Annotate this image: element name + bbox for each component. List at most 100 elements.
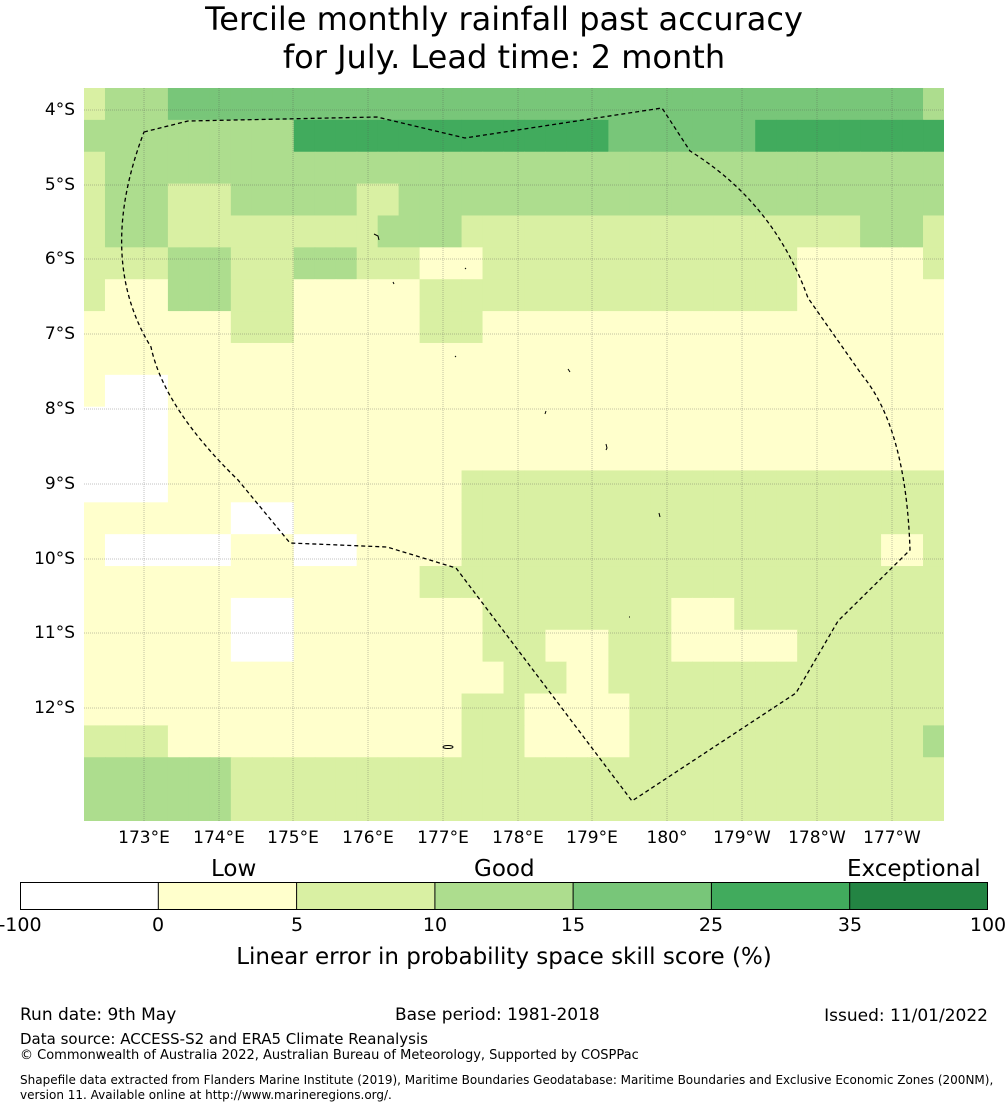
map-cell (398, 661, 421, 695)
map-cell (587, 374, 609, 408)
map-cell (167, 757, 190, 790)
map-cell (125, 183, 148, 217)
map-cell (251, 566, 274, 599)
map-cell (776, 470, 798, 503)
map-cell (692, 247, 714, 280)
map-cell (671, 374, 693, 408)
lat-label: 12°S (34, 698, 75, 718)
map-cell (650, 88, 672, 121)
map-cell (188, 470, 211, 503)
colorbar-segment (849, 882, 988, 910)
map-cell (797, 470, 819, 503)
map-cell (335, 502, 358, 535)
map-cell (713, 725, 735, 758)
map-cell (566, 438, 589, 472)
map-cell (335, 693, 358, 726)
map-cell (377, 566, 400, 599)
map-cell (84, 119, 106, 153)
map-cell (860, 215, 882, 248)
map-cell (587, 597, 609, 631)
map-cell (356, 247, 379, 280)
map-cell (272, 693, 295, 726)
map-cell (734, 342, 756, 376)
map-cell (671, 88, 693, 121)
colorbar-tick: -100 (0, 914, 42, 936)
map-cell (923, 342, 944, 376)
map-cell (545, 342, 568, 376)
map-cell (902, 406, 924, 440)
map-cell (503, 406, 526, 440)
map-cell (755, 629, 777, 663)
map-cell (461, 406, 484, 440)
map-cell (398, 566, 421, 599)
map-cell (440, 151, 463, 185)
map-cell (461, 374, 484, 408)
map-cell (209, 661, 232, 695)
map-cell (524, 757, 547, 790)
map-cell (356, 693, 379, 726)
map-cell (587, 119, 609, 153)
map-cell (860, 247, 882, 280)
map-cell (167, 566, 190, 599)
map-cell (902, 88, 924, 121)
map-cell (713, 789, 735, 821)
map-cell (335, 374, 358, 408)
map-cell (692, 566, 714, 599)
map-cell (84, 502, 106, 535)
map-cell (923, 534, 944, 567)
map-cell (566, 534, 589, 567)
map-cell (377, 725, 400, 758)
map-cell (125, 597, 148, 631)
map-cell (146, 374, 169, 408)
map-cell (734, 406, 756, 440)
map-cell (84, 629, 106, 663)
map-cell (818, 342, 840, 376)
map-cell (734, 151, 756, 185)
map-cell (629, 247, 651, 280)
map-cell (146, 215, 169, 248)
map-cell (230, 183, 253, 217)
map-cell (335, 342, 358, 376)
map-cell (146, 757, 169, 790)
map-cell (629, 789, 651, 821)
map-cell (209, 406, 232, 440)
map-cell (314, 88, 337, 121)
map-cell (188, 88, 211, 121)
map-cell (881, 374, 903, 408)
map-cell (482, 311, 505, 344)
map-cell (524, 534, 547, 567)
map-cell (293, 311, 316, 344)
map-cell (482, 119, 505, 153)
map-cell (188, 757, 211, 790)
map-cell (377, 215, 400, 248)
lat-label: 11°S (34, 623, 75, 643)
grid-cells (84, 88, 944, 821)
map-cell (566, 597, 589, 631)
map-cell (398, 406, 421, 440)
map-cell (587, 247, 609, 280)
map-cell (713, 119, 735, 153)
map-cell (776, 215, 798, 248)
map-cell (251, 789, 274, 821)
map-cell (839, 725, 861, 758)
lon-label: 179°E (566, 828, 618, 848)
map-cell (545, 629, 568, 663)
map-cell (146, 725, 169, 758)
map-cell (146, 342, 169, 376)
map-cell (566, 661, 589, 695)
map-cell (125, 215, 148, 248)
map-cell (755, 566, 777, 599)
chart-title-line-1: Tercile monthly rainfall past accuracy (205, 0, 803, 38)
map-cell (461, 789, 484, 821)
map-cell (104, 502, 127, 535)
map-cell (251, 88, 274, 121)
island (605, 443, 608, 451)
lat-label: 6°S (44, 249, 75, 269)
lon-label: 177°E (417, 828, 469, 848)
map-cell (755, 279, 777, 312)
map-cell (503, 279, 526, 312)
map-cell (461, 311, 484, 344)
map-cell (272, 566, 295, 599)
map-cell (545, 183, 568, 217)
map-cell (734, 629, 756, 663)
